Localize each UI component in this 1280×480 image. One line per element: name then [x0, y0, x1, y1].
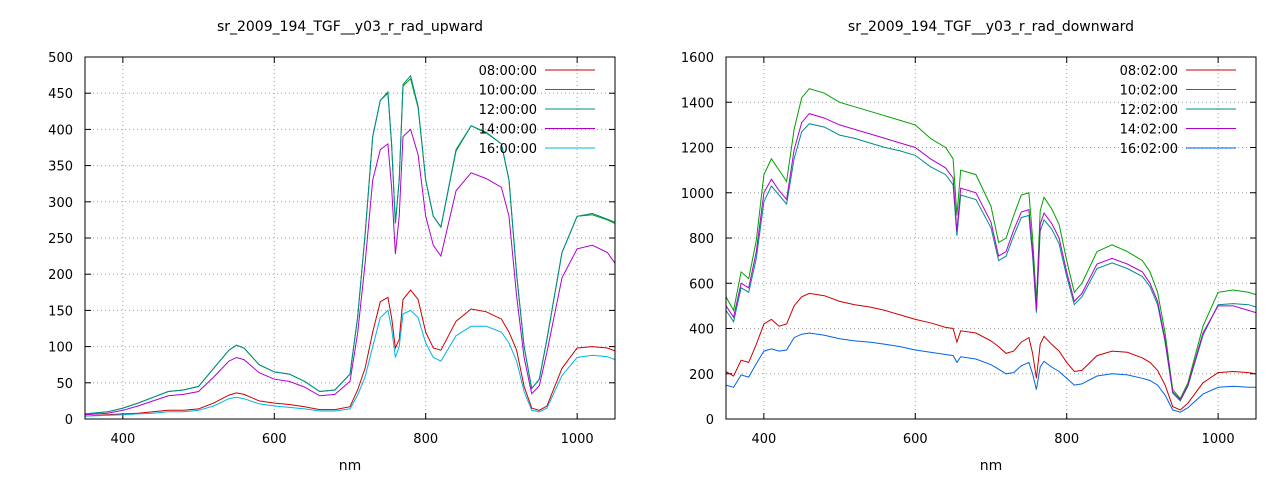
y-tick-label: 800: [689, 232, 714, 247]
y-tick-label: 400: [689, 323, 714, 338]
series-line-100200: [726, 88, 1256, 400]
y-tick-label: 0: [65, 413, 73, 428]
y-tick-label: 200: [48, 268, 73, 283]
y-tick-label: 100: [48, 341, 73, 356]
series-line-140000: [85, 128, 615, 416]
series-line-160000: [85, 309, 615, 417]
series-line-160200: [726, 332, 1256, 413]
y-tick-label: 200: [689, 368, 714, 383]
chart-2: sr_2009_194_TGF__y03_r_rad_downward 0 200 4…: [681, 19, 1257, 474]
legend-label: 10:02:00: [1120, 84, 1178, 99]
x-axis-label: nm: [339, 458, 362, 474]
series-line-080000: [85, 289, 615, 417]
y-tick-label: 450: [48, 87, 73, 102]
legend-label: 08:00:00: [479, 64, 537, 79]
legend-label: 08:02:00: [1120, 64, 1178, 79]
legend-label: 16:00:00: [479, 142, 537, 157]
chart-1: sr_2009_194_TGF__y03_r_rad_upward 0 50 100 1…: [48, 19, 616, 474]
y-tick-label: 300: [48, 196, 73, 211]
legend-label: 14:02:00: [1120, 123, 1178, 138]
series-line-120000: [85, 74, 615, 415]
series-line-120200: [726, 123, 1256, 402]
x-tick-label: 600: [903, 432, 928, 447]
y-tick-label: 500: [48, 51, 73, 66]
plot-frame: [725, 56, 1257, 420]
series-line-080200: [726, 292, 1256, 411]
legend-label: 14:00:00: [479, 123, 537, 138]
x-tick-label: 600: [262, 432, 287, 447]
legend-label: 16:02:00: [1120, 142, 1178, 157]
legend-label: 12:00:00: [479, 103, 537, 118]
y-tick-label: 150: [48, 304, 73, 319]
y-tick-label: 600: [689, 277, 714, 292]
x-tick-label: 400: [751, 432, 776, 447]
x-tick-label: 800: [413, 432, 438, 447]
x-axis-label: nm: [980, 458, 1003, 474]
y-tick-label: 350: [48, 160, 73, 175]
y-tick-label: 1200: [681, 142, 714, 157]
y-tick-label: 50: [56, 377, 73, 392]
y-tick-label: 0: [706, 413, 714, 428]
plot-frame: [84, 56, 616, 420]
y-tick-label: 1400: [681, 96, 714, 111]
y-tick-label: 400: [48, 123, 73, 138]
chart-title: sr_2009_194_TGF__y03_r_rad_downward: [848, 19, 1134, 35]
x-tick-label: 400: [110, 432, 135, 447]
y-tick-label: 1000: [681, 187, 714, 202]
y-tick-label: 1600: [681, 51, 714, 66]
x-tick-label: 800: [1054, 432, 1079, 447]
x-tick-label: 1000: [561, 432, 594, 447]
x-tick-label: 1000: [1202, 432, 1235, 447]
y-tick-label: 250: [48, 232, 73, 247]
legend-label: 10:00:00: [479, 84, 537, 99]
series-line-140200: [726, 113, 1256, 401]
chart-title: sr_2009_194_TGF__y03_r_rad_upward: [217, 19, 483, 35]
legend-label: 12:02:00: [1120, 103, 1178, 118]
